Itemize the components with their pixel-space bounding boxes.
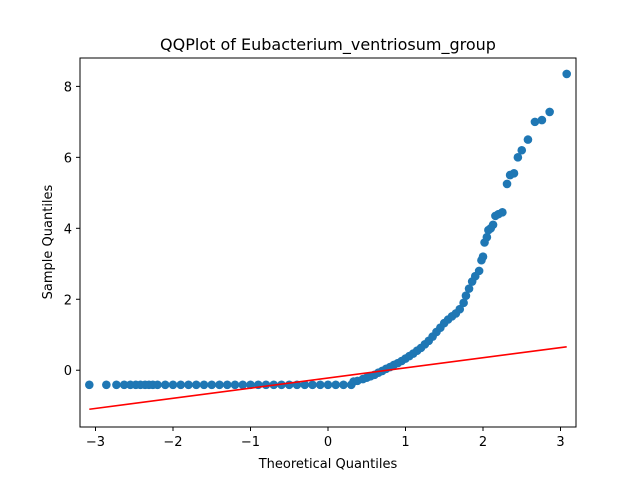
y-tick-label: 0 [64, 364, 72, 379]
data-point [300, 380, 310, 390]
data-point [160, 380, 170, 390]
data-point [455, 304, 465, 314]
data-point [464, 284, 474, 293]
y-tick-label: 2 [64, 293, 72, 308]
x-tick-label: −1 [241, 435, 260, 450]
data-point [153, 380, 162, 390]
data-point [119, 380, 129, 390]
data-point [545, 107, 554, 117]
data-point [513, 153, 523, 162]
data-point [530, 117, 540, 127]
data-point [498, 208, 507, 217]
x-axis-label: Theoretical Quantiles [258, 457, 398, 472]
data-point [238, 380, 248, 390]
data-point [562, 69, 571, 79]
y-tick-label: 8 [64, 80, 72, 95]
data-point [478, 252, 488, 261]
data-point [284, 380, 294, 390]
x-axis-ticks: −3 −2 −1 0 1 2 3 [86, 427, 565, 450]
data-point [191, 380, 201, 390]
data-point [523, 135, 533, 144]
data-point [509, 169, 519, 178]
x-tick-label: 1 [401, 435, 409, 450]
data-point [176, 380, 186, 390]
data-point [459, 298, 468, 308]
data-point [308, 380, 317, 390]
x-tick-label: 2 [479, 435, 487, 450]
data-point [246, 380, 255, 390]
x-tick-label: 3 [556, 435, 564, 450]
data-point [261, 380, 271, 390]
data-point [517, 145, 527, 155]
x-tick-label: −3 [86, 435, 105, 450]
data-point [502, 179, 512, 189]
data-point [488, 220, 498, 230]
chart-marks [85, 69, 571, 411]
data-point [85, 380, 94, 390]
data-point [537, 115, 547, 125]
data-point [112, 380, 121, 390]
data-point [339, 380, 348, 390]
x-tick-label: 0 [324, 435, 332, 450]
data-point [331, 380, 341, 390]
x-tick-label: −2 [163, 435, 182, 450]
data-point [199, 380, 209, 390]
y-axis-ticks: 0 2 4 6 8 [64, 80, 80, 379]
reference-line [89, 346, 567, 411]
data-point [102, 380, 111, 390]
chart-title: QQPlot of Eubacterium_ventriosum_group [160, 35, 496, 55]
data-point [482, 232, 492, 242]
y-tick-label: 4 [64, 222, 72, 237]
data-point [461, 291, 471, 301]
y-tick-label: 6 [64, 151, 72, 166]
plot-area-frame [79, 57, 577, 428]
data-point [474, 266, 484, 276]
data-point [184, 380, 193, 390]
data-point [168, 380, 178, 390]
data-point [207, 380, 217, 390]
data-point [215, 380, 224, 390]
data-point [323, 380, 333, 390]
data-point [222, 380, 232, 390]
data-point [230, 380, 240, 390]
data-point [315, 380, 325, 390]
y-axis-label: Sample Quantiles [41, 184, 56, 299]
